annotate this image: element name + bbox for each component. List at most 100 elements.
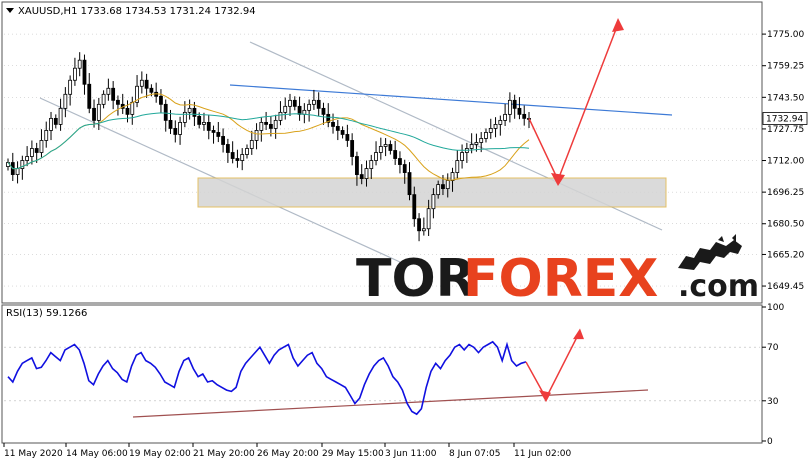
price-tick-label: 1680.50 (767, 220, 804, 230)
symbol-header-text: XAUUSD,H1 1733.68 1734.53 1731.24 1732.9… (18, 6, 256, 17)
candle-body (436, 184, 441, 196)
candle-body (479, 138, 484, 143)
candle-body (58, 107, 63, 125)
candle-body (211, 130, 216, 133)
candle-body (412, 194, 417, 220)
rsi-tick-label: 70 (767, 343, 779, 353)
price-tick-label: 1712.00 (767, 157, 804, 167)
candle-body (182, 111, 187, 123)
price-tick-label: 1649.45 (767, 282, 804, 292)
candle-body (139, 79, 144, 87)
candle-body (68, 79, 73, 95)
candle-body (178, 121, 182, 135)
candle-body (498, 119, 503, 125)
candle-body (135, 85, 139, 103)
candle-body (283, 105, 288, 113)
candle-body (130, 101, 135, 115)
x-tick-label: 3 Jun 11:00 (385, 449, 437, 459)
candle-body (15, 168, 20, 175)
candle-body (144, 79, 149, 89)
forecast-arrowhead (612, 18, 624, 32)
candle-body (512, 99, 517, 109)
candle-body (488, 128, 493, 133)
rsi-tick-label: 0 (767, 437, 773, 447)
rsi-y-axis: 100 70 30 0 (762, 303, 784, 447)
candle-body (125, 107, 130, 115)
candle-body (173, 128, 178, 135)
candle-body (426, 208, 431, 230)
candle-body (326, 113, 331, 123)
candle-body (92, 107, 96, 121)
candle-body (445, 180, 450, 190)
candle-body (111, 87, 116, 101)
candle-body (273, 119, 278, 129)
candle-body (321, 107, 326, 115)
candle-body (402, 164, 407, 173)
candle-body (39, 140, 44, 153)
price-forecast-arrow (528, 18, 624, 186)
candle-body (316, 99, 321, 109)
price-tick-label: 1759.25 (767, 62, 804, 72)
candle-body (230, 152, 235, 159)
candle-body (235, 158, 240, 161)
candle-body (240, 154, 245, 161)
candle-body (245, 148, 249, 155)
rsi-panel-border (1, 304, 763, 444)
candle-body (493, 124, 498, 129)
candle-body (469, 144, 474, 149)
candle-body (87, 83, 92, 109)
x-tick-label: 29 May 15:00 (322, 449, 384, 459)
candle-body (34, 148, 39, 153)
logo-suffix: .com (678, 269, 759, 304)
candle-body (297, 105, 302, 115)
price-tick-label: 1665.20 (767, 250, 804, 260)
candle-body (187, 107, 192, 113)
candle-body (202, 121, 206, 125)
candle-body (350, 140, 355, 157)
candle-body (455, 160, 460, 173)
rsi-forecast-arrowhead (539, 390, 551, 403)
rsi-path (7, 340, 527, 416)
x-axis: 11 May 2020 14 May 06:00 19 May 02:00 21 Ma… (3, 443, 571, 459)
candle-body (393, 150, 398, 159)
candle-body (359, 174, 364, 179)
rsi-forecast-arrow (525, 328, 584, 403)
price-tick-label: 1743.50 (767, 93, 804, 103)
x-tick-label: 26 May 20:00 (257, 449, 319, 459)
candle-body (474, 142, 479, 145)
rsi-forecast-arrowhead (573, 328, 584, 340)
candle-body (335, 126, 340, 131)
candle-body (192, 107, 197, 117)
candlesticks (6, 52, 531, 242)
candle-body (503, 113, 508, 121)
candle-body (53, 117, 58, 125)
candle-body (268, 124, 273, 129)
candle-body (388, 144, 393, 151)
candle-body (254, 130, 259, 141)
candle-body (63, 93, 68, 109)
triangle-down-icon (6, 8, 14, 13)
candle-body (49, 117, 53, 131)
candle-body (450, 172, 455, 181)
logo-part2: FOREX (463, 249, 658, 309)
candle-body (345, 134, 350, 141)
candle-body (264, 121, 269, 125)
candle-body (307, 103, 312, 111)
candle-body (206, 121, 211, 131)
candle-body (417, 218, 421, 232)
candle-body (216, 132, 221, 137)
candle-body (73, 67, 77, 81)
candle-body (378, 146, 383, 153)
candle-body (259, 121, 264, 131)
candle-body (82, 59, 87, 85)
candle-body (149, 87, 154, 93)
candle-body (197, 115, 202, 125)
rsi-tick-label: 100 (767, 303, 784, 313)
candle-body (221, 136, 225, 145)
candle-body (96, 103, 101, 121)
candle-body (407, 172, 412, 196)
candle-body (101, 93, 106, 105)
candle-body (517, 107, 522, 115)
logo-part1: TOR (356, 249, 476, 309)
candle-body (441, 184, 445, 190)
